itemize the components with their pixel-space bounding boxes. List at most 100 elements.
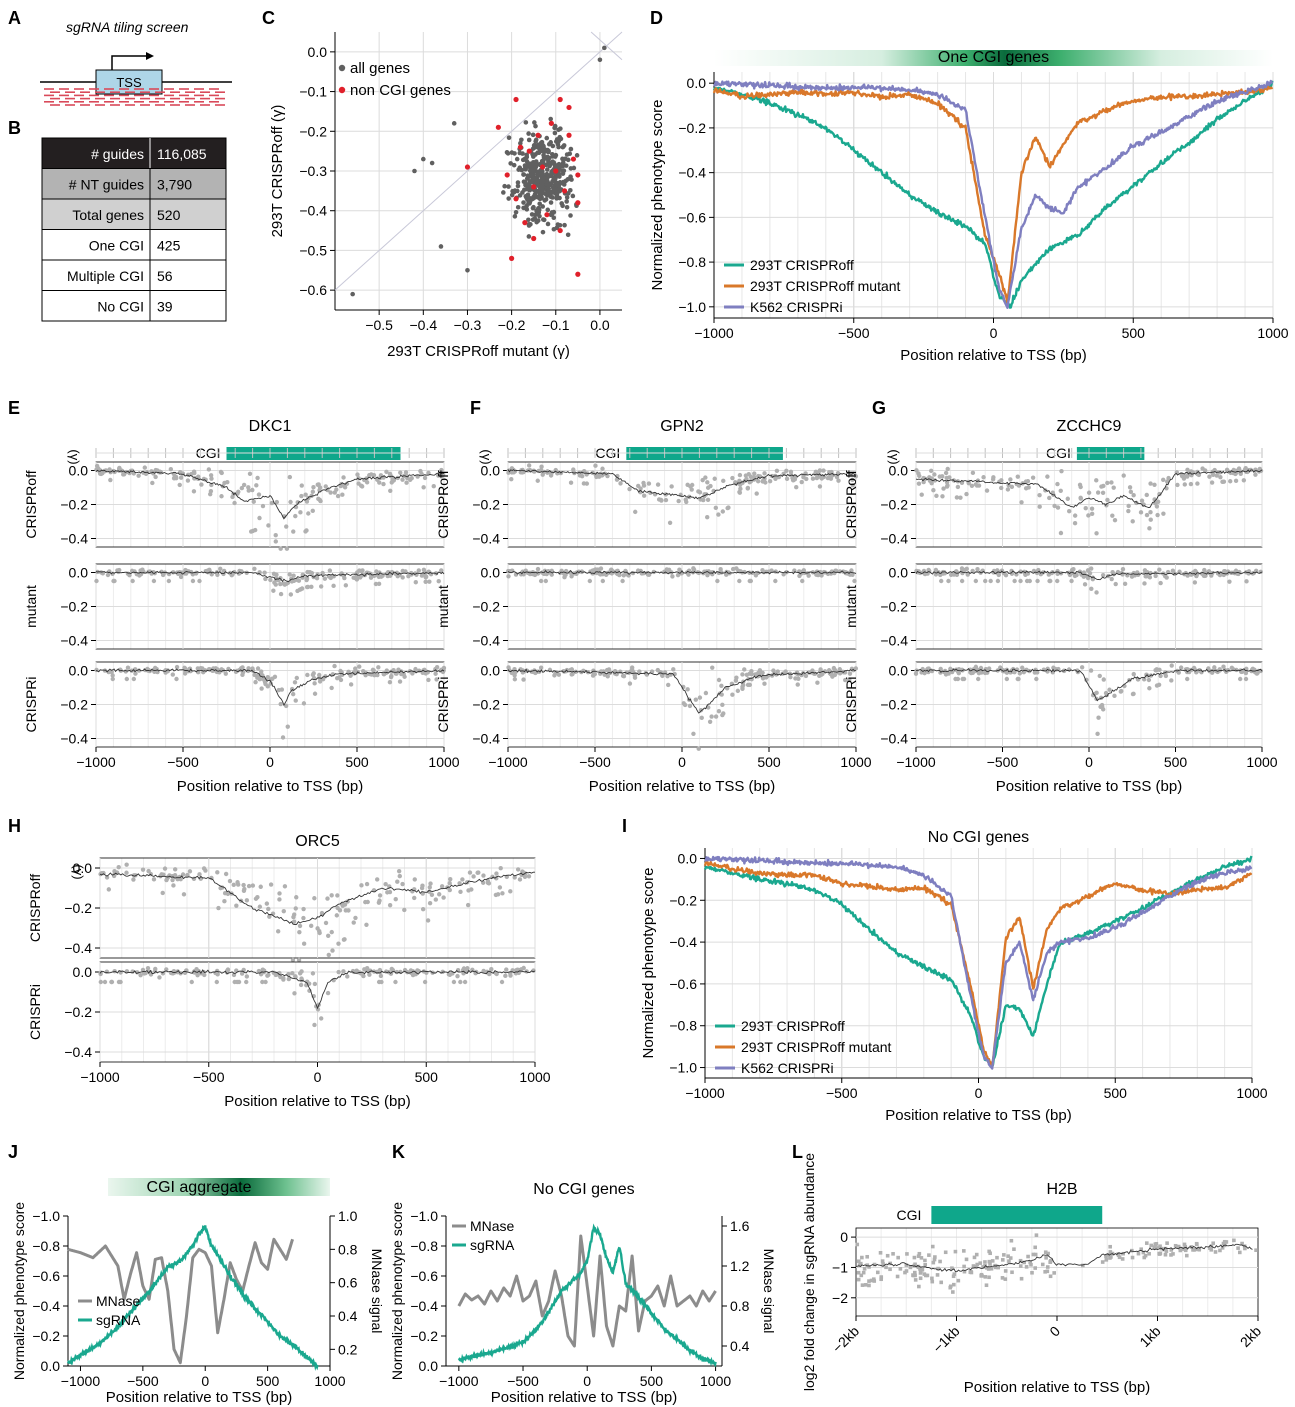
guide-point	[437, 892, 442, 897]
guide-point	[1005, 487, 1011, 492]
guide-point	[403, 470, 409, 475]
guide-point	[760, 670, 765, 675]
table-row-value: 39	[157, 299, 173, 315]
guide-point	[168, 466, 174, 472]
scatter-point-non-cgi	[562, 188, 568, 194]
guide-point	[348, 682, 354, 687]
guide-point	[1166, 475, 1171, 481]
x-tick-label: −0.3	[454, 317, 482, 333]
guide-point	[500, 891, 505, 896]
guide-point	[743, 473, 749, 478]
guide-point	[273, 533, 278, 538]
guide-point	[1045, 474, 1050, 479]
guide-point	[387, 902, 393, 908]
guide-point	[1072, 513, 1078, 518]
guide-point	[927, 1253, 931, 1257]
scatter-point-non-cgi	[522, 220, 528, 226]
guide-point	[1173, 1243, 1178, 1248]
guide-point	[973, 578, 979, 584]
scatter-point-all-genes	[548, 181, 554, 187]
guide-point	[920, 1267, 925, 1272]
guide-point	[821, 474, 827, 480]
guide-point	[215, 870, 220, 875]
guide-point	[847, 671, 853, 676]
guide-point	[1121, 1251, 1125, 1256]
guide-point	[268, 577, 273, 583]
scatter-point-all-genes	[560, 160, 566, 165]
y-tick-label: −0.8	[669, 1018, 697, 1034]
guide-point	[108, 477, 113, 483]
guide-point	[606, 667, 612, 672]
scatter-point-all-genes	[545, 167, 550, 172]
chart-j: CGI aggregate −1000 −500 0 500 1000 −1.0 −0.8 −0…	[11, 1178, 385, 1406]
guide-point	[814, 475, 820, 481]
guide-point	[121, 472, 126, 477]
guide-point	[1243, 676, 1249, 682]
guide-point	[244, 898, 250, 903]
guide-point	[1130, 1255, 1135, 1260]
guide-point	[987, 1249, 991, 1254]
guide-point	[290, 957, 296, 963]
guide-point	[1109, 576, 1114, 582]
guide-point	[331, 583, 336, 589]
scatter-point-all-genes	[429, 160, 435, 166]
guide-point	[189, 979, 194, 985]
guide-point	[384, 969, 389, 974]
guide-point	[431, 484, 436, 489]
guide-point	[762, 681, 767, 686]
guide-point	[512, 875, 517, 880]
guide-point	[817, 468, 823, 473]
guide-point	[627, 681, 633, 686]
chart-title: CGI aggregate	[147, 1179, 252, 1196]
guide-point	[182, 671, 188, 676]
guide-point	[996, 572, 1001, 578]
letter-f: F	[470, 398, 481, 418]
guide-point	[1055, 578, 1060, 584]
table-row-value: 520	[157, 207, 181, 223]
legend-label: 293T CRISPRoff	[750, 257, 854, 273]
guide-point	[426, 470, 431, 476]
guide-point	[1109, 480, 1114, 485]
guide-point	[1003, 1277, 1008, 1281]
guide-point	[895, 1274, 900, 1279]
guide-point	[124, 676, 130, 682]
guide-point	[1217, 572, 1223, 578]
guide-point	[946, 578, 951, 584]
guide-point	[939, 578, 944, 584]
y-unit-label: (γ)	[71, 864, 86, 879]
y-tick-label: 0.0	[481, 663, 501, 679]
guide-point	[1007, 1259, 1011, 1263]
y-tick-label: −0.2	[64, 1004, 92, 1020]
chart-title: DKC1	[249, 418, 292, 435]
scatter-point-all-genes	[565, 232, 571, 238]
guide-point	[1012, 669, 1017, 675]
guide-point	[457, 881, 462, 886]
guide-point	[1129, 574, 1135, 579]
guide-point	[209, 572, 214, 577]
guide-point	[303, 492, 308, 497]
guide-point	[291, 914, 296, 920]
rolling-mean-line	[915, 668, 1263, 702]
y-tick-label: −0.4	[472, 531, 500, 547]
guide-point	[269, 500, 275, 506]
guide-point	[1175, 482, 1180, 488]
guide-point	[364, 922, 369, 927]
guide-point	[407, 477, 413, 483]
guide-point	[885, 1253, 890, 1258]
letter-k: K	[392, 1142, 405, 1162]
guide-point	[257, 904, 263, 909]
guide-point	[618, 481, 623, 486]
guide-point	[956, 1278, 961, 1283]
guide-point	[655, 482, 661, 487]
guide-point	[543, 578, 549, 584]
chart-title: One CGI genes	[938, 49, 1049, 66]
guide-point	[913, 1262, 917, 1267]
guide-point	[155, 468, 160, 473]
guide-point	[621, 573, 626, 578]
guide-point	[716, 708, 722, 714]
y-axis-label: log2 fold change in sgRNA abundance	[801, 1153, 817, 1391]
guide-point	[434, 677, 439, 682]
guide-point	[539, 464, 544, 469]
guide-point	[166, 578, 172, 584]
guide-point	[388, 488, 393, 493]
